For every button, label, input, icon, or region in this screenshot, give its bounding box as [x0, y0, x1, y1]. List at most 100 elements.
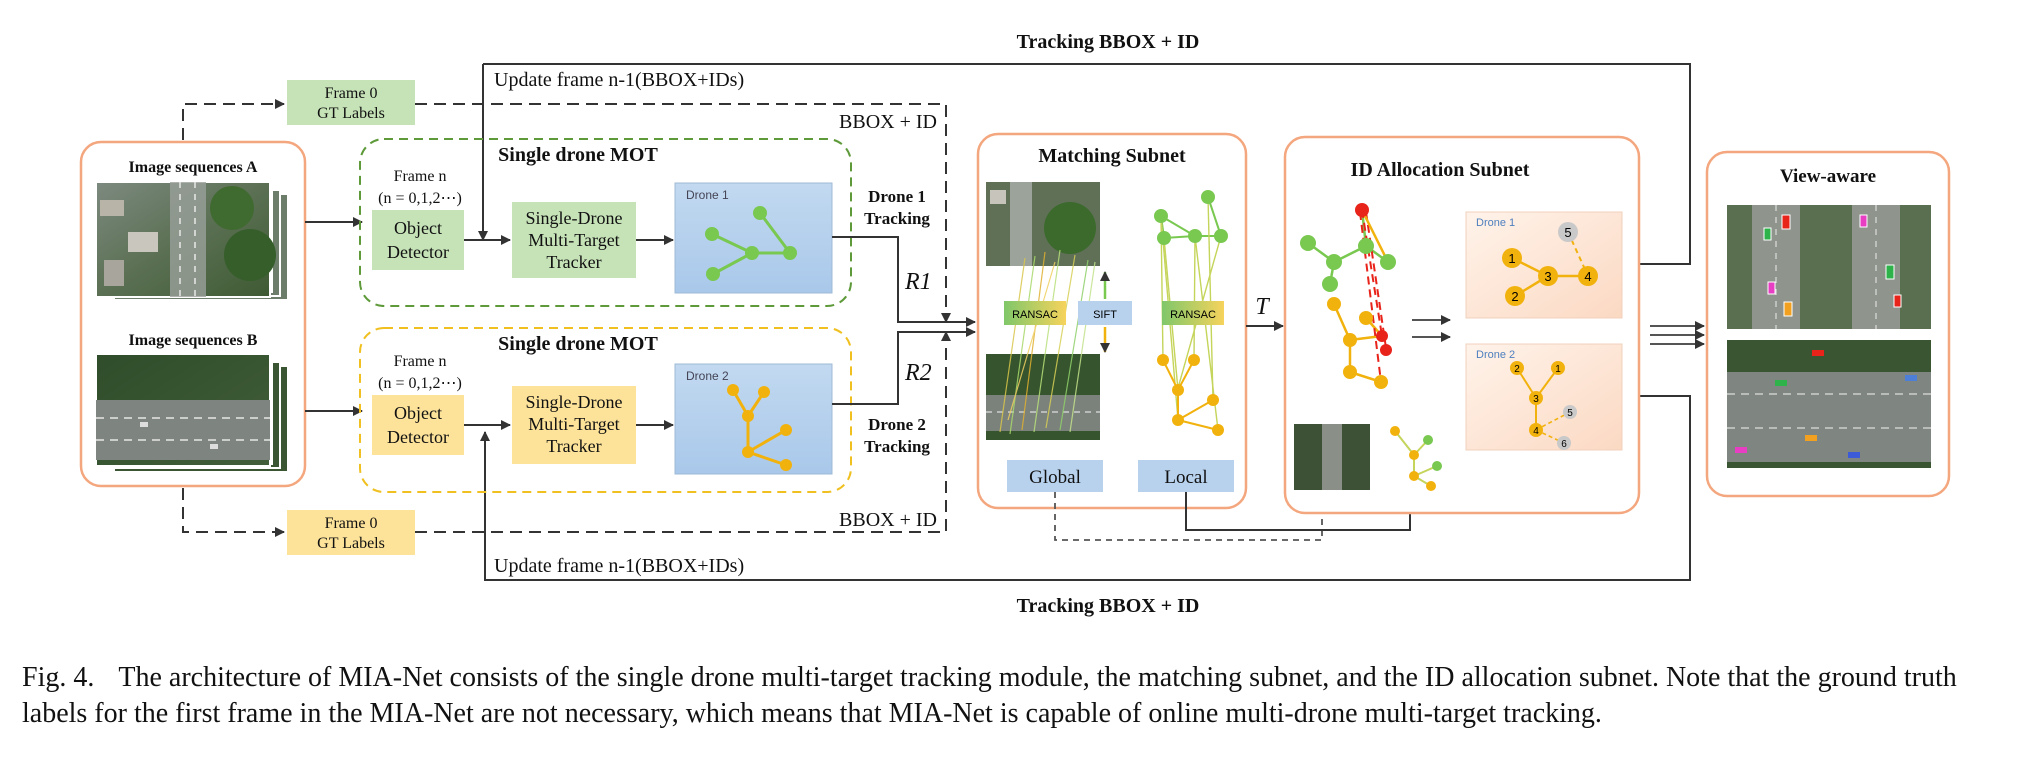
image-sequence-a-stack	[95, 181, 289, 301]
gt-top-line1: Frame 0	[325, 85, 378, 102]
tracking-label-top: Tracking BBOX + ID	[1017, 31, 1200, 53]
mot-box-bottom	[359, 327, 852, 493]
local-graph-small	[1390, 426, 1442, 491]
id-allocation-title: ID Allocation Subnet	[1351, 159, 1530, 181]
update-label-bottom: Update frame n-1(BBOX+IDs)	[494, 555, 744, 577]
tracker-bottom-line1: Single-Drone	[526, 392, 623, 412]
t-label: T	[1255, 294, 1270, 320]
id-allocation-graph	[1300, 203, 1396, 389]
drone2-track-graph	[727, 384, 792, 471]
bbox-id-bottom: BBOX + ID	[839, 509, 937, 531]
caption-fig-number: Fig. 4.	[22, 662, 95, 693]
frame-n-top: Frame n	[394, 168, 447, 185]
id-d1-node-5: 5	[1564, 225, 1571, 240]
global-image-small	[1294, 424, 1370, 490]
ransac-left	[1004, 301, 1066, 325]
feature-match-lines	[999, 249, 1096, 435]
tracker-top	[512, 202, 636, 278]
update-label-top: Update frame n-1(BBOX+IDs)	[494, 69, 744, 91]
id-d1-node-2: 2	[1511, 289, 1518, 304]
view-aware-title: View-aware	[1780, 166, 1876, 187]
arrow-drone1-to-matching	[832, 236, 976, 327]
drone1-graph-panel	[674, 182, 833, 294]
frame-range-bottom: (n = 0,1,2⋯)	[378, 375, 462, 392]
global-to-id-arrow	[1054, 384, 1327, 541]
image-sequence-b-stack	[95, 353, 289, 473]
id-d2-node-6: 6	[1561, 439, 1567, 450]
drone1-track-graph	[705, 206, 797, 281]
figure-caption: Fig. 4. The architecture of MIA-Net consi…	[22, 660, 2012, 732]
detector-bottom-line1: Object	[394, 403, 442, 423]
mot-box-top	[359, 138, 852, 307]
local-label: Local	[1164, 467, 1207, 488]
view-aware-image-bottom	[1727, 340, 1931, 468]
matching-image-top	[986, 182, 1100, 266]
frame-n-bottom: Frame n	[394, 353, 447, 370]
detector-bottom-line2: Detector	[387, 427, 449, 447]
id-d1-node-1: 1	[1508, 251, 1515, 266]
detector-top-line2: Detector	[387, 242, 449, 262]
object-detector-bottom	[372, 395, 464, 455]
id-d1-node-3: 3	[1544, 269, 1551, 284]
local-box	[1138, 460, 1234, 492]
gt-bottom-line1: Frame 0	[325, 515, 378, 532]
drone1-panel-label: Drone 1	[686, 188, 729, 202]
sift-label: SIFT	[1093, 309, 1117, 321]
bbox-id-top: BBOX + ID	[839, 111, 937, 133]
id-d1-node-4: 4	[1584, 269, 1591, 284]
id-drone1-label: Drone 1	[1476, 217, 1515, 229]
gt-top-line2: GT Labels	[317, 105, 385, 122]
sift-box	[1078, 301, 1132, 325]
id-d2-node-2: 1	[1555, 364, 1561, 375]
tracking-line-top	[483, 63, 1691, 265]
gt-dashed-in-top	[182, 99, 285, 140]
ransac-right	[1162, 301, 1224, 325]
tracker-bottom-line2: Multi-Target	[528, 414, 619, 434]
id-drone2-label: Drone 2	[1476, 349, 1515, 361]
arrow-drone2-to-matching	[832, 327, 976, 405]
tracker-top-line3: Tracker	[546, 252, 601, 272]
gt-dashed-out-top	[415, 103, 951, 323]
drone1-tracking-line2: Tracking	[864, 209, 930, 228]
detector-top-line1: Object	[394, 218, 442, 238]
drone2-graph-panel	[674, 363, 833, 475]
tracker-bottom	[512, 386, 636, 464]
r1-label: R1	[904, 269, 932, 295]
drone2-panel-label: Drone 2	[686, 369, 729, 383]
r2-label: R2	[904, 360, 932, 386]
id-d2-node-5: 5	[1567, 408, 1573, 419]
frame-range-top: (n = 0,1,2⋯)	[378, 190, 462, 207]
gt-bottom-line2: GT Labels	[317, 535, 385, 552]
drone1-tracking-line1: Drone 1	[868, 187, 926, 206]
id-drone2-graph: 2 1 3 4 5 6	[1510, 361, 1577, 450]
gt-labels-box-bottom	[287, 510, 415, 555]
id-d2-node-1: 2	[1514, 364, 1520, 375]
tracker-bottom-line3: Tracker	[546, 436, 601, 456]
image-sequences-a-label: Image sequences A	[129, 159, 258, 176]
id-drone1-panel	[1465, 211, 1623, 319]
ransac-left-label: RANSAC	[1012, 309, 1058, 321]
caption-text: The architecture of MIA-Net consists of …	[22, 662, 1957, 729]
tracker-top-line2: Multi-Target	[528, 230, 619, 250]
double-arrows	[1412, 315, 1451, 342]
mot-title-bottom: Single drone MOT	[498, 333, 658, 355]
id-drone1-graph: 1 2 3 4 5	[1502, 222, 1598, 306]
image-sequences-b-label: Image sequences B	[129, 332, 258, 349]
view-aware-image-top	[1727, 205, 1931, 329]
gt-dashed-out-bottom	[415, 331, 951, 533]
global-box	[1007, 460, 1103, 492]
tracker-top-line1: Single-Drone	[526, 208, 623, 228]
drone2-tracking-line2: Tracking	[864, 437, 930, 456]
object-detector-top	[372, 210, 464, 270]
gt-labels-box-top	[287, 80, 415, 125]
drone2-tracking-line1: Drone 2	[868, 415, 926, 434]
mot-title-top: Single drone MOT	[498, 144, 658, 166]
gt-dashed-in-bottom	[182, 488, 285, 537]
tracking-line-bottom	[480, 395, 1691, 581]
ransac-right-label: RANSAC	[1170, 309, 1216, 321]
arrows-id-to-view	[1650, 321, 1705, 349]
matching-subnet-title: Matching Subnet	[1038, 145, 1186, 167]
global-label: Global	[1029, 467, 1081, 488]
id-d2-node-3: 3	[1533, 394, 1539, 405]
